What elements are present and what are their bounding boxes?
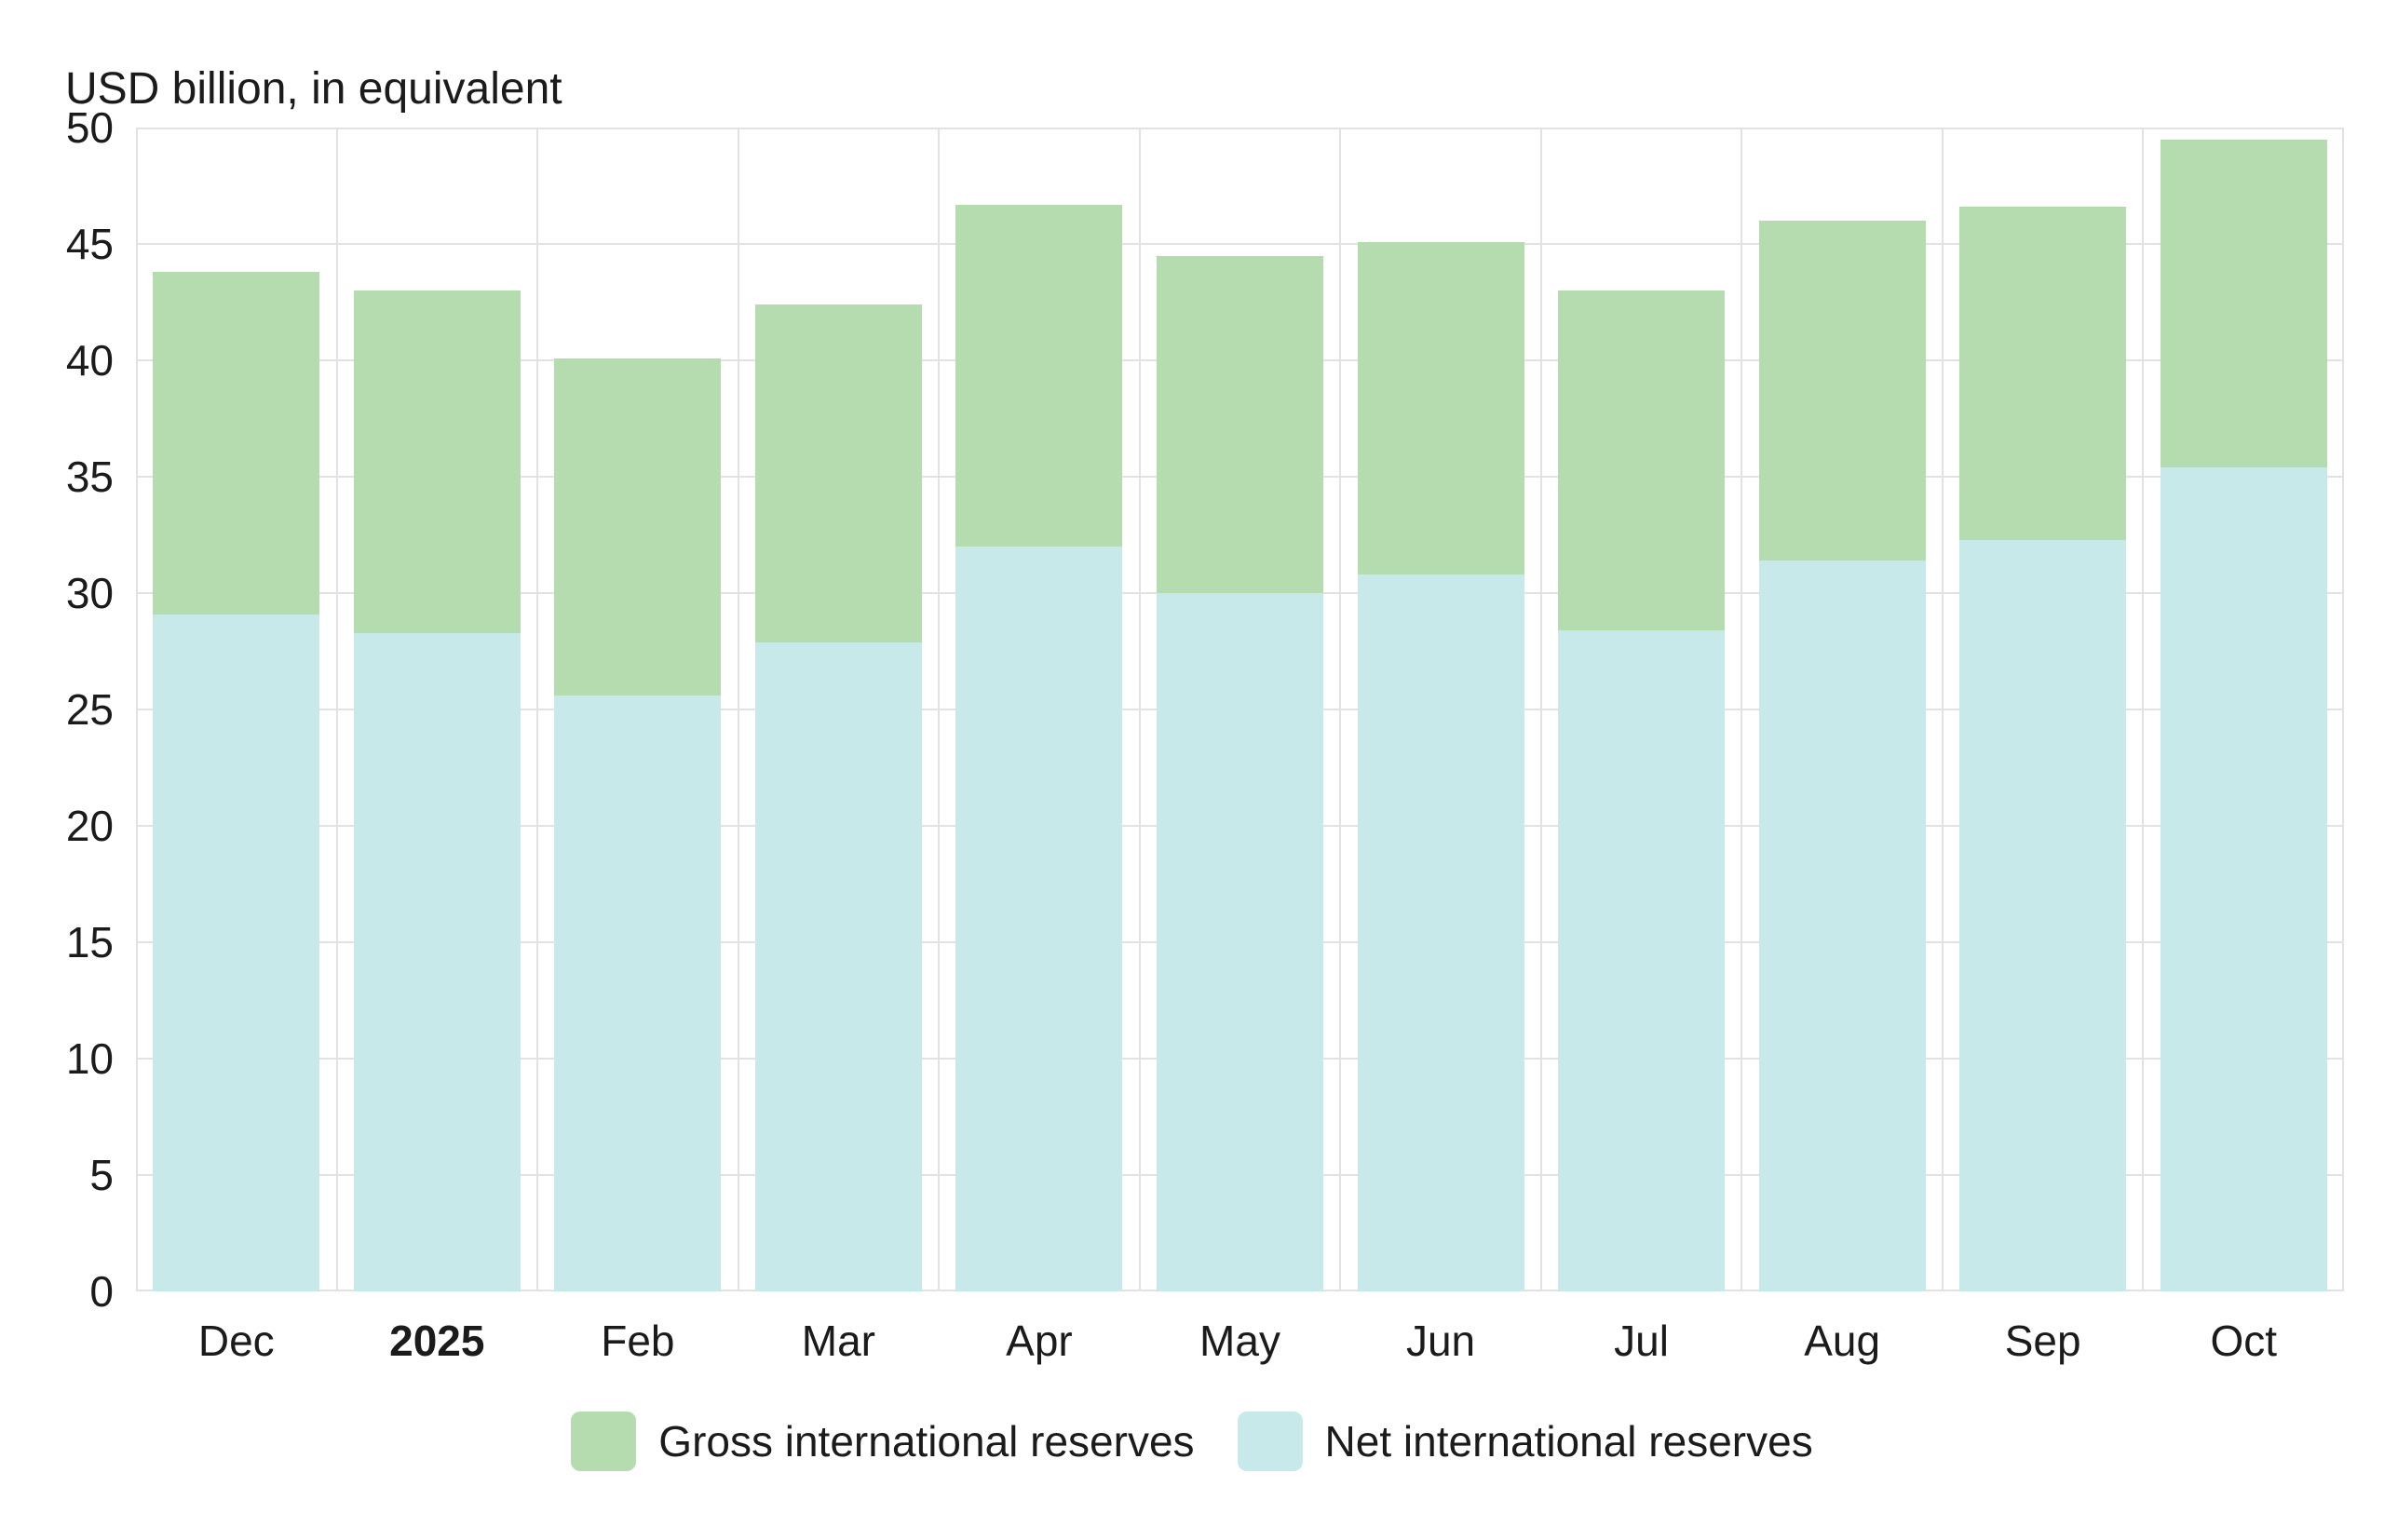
- x-tick-label-mar: Mar: [801, 1317, 876, 1365]
- legend-item-net: Net international reserves: [1237, 1412, 1813, 1471]
- y-gridline: [136, 243, 2344, 245]
- y-tick-label: 15: [65, 918, 114, 966]
- plot-area: [136, 128, 2344, 1291]
- x-tick-label-feb: Feb: [601, 1317, 675, 1365]
- legend: Gross international reserves Net interna…: [0, 1412, 2384, 1471]
- y-tick-label: 30: [65, 569, 114, 617]
- bar-gross-mar[interactable]: [754, 304, 922, 642]
- bar-gross-dec[interactable]: [153, 272, 320, 615]
- x-gridline: [1138, 128, 1141, 1291]
- y-tick-label: 0: [89, 1267, 114, 1316]
- x-gridline: [536, 128, 539, 1291]
- bar-net-sep[interactable]: [1959, 539, 2127, 1291]
- bar-gross-apr[interactable]: [955, 204, 1123, 547]
- bar-net-feb[interactable]: [554, 696, 722, 1291]
- x-gridline: [1741, 128, 1743, 1291]
- bar-gross-sep[interactable]: [1959, 207, 2127, 540]
- x-tick-label-jun: Jun: [1405, 1317, 1476, 1365]
- x-gridline: [1941, 128, 1944, 1291]
- x-gridline: [1339, 128, 1342, 1291]
- x-tick-label-oct: Oct: [2210, 1317, 2277, 1365]
- legend-label-net: Net international reserves: [1324, 1417, 1813, 1466]
- bar-net-oct[interactable]: [2160, 467, 2327, 1291]
- x-tick-label-2025: 2025: [389, 1317, 485, 1365]
- x-tick-label-may: May: [1199, 1317, 1280, 1365]
- bar-net-apr[interactable]: [955, 547, 1123, 1291]
- bar-net-jul[interactable]: [1558, 630, 1726, 1291]
- bar-gross-oct[interactable]: [2160, 139, 2327, 467]
- bar-gross-jun[interactable]: [1357, 241, 1524, 574]
- bar-gross-feb[interactable]: [554, 358, 722, 696]
- x-gridline: [136, 128, 138, 1291]
- legend-label-gross: Gross international reserves: [658, 1417, 1195, 1466]
- bar-gross-aug[interactable]: [1758, 221, 1926, 561]
- y-tick-label: 5: [89, 1151, 114, 1199]
- x-tick-label-sep: Sep: [2004, 1317, 2081, 1365]
- bar-net-mar[interactable]: [754, 642, 922, 1291]
- y-tick-label: 35: [65, 453, 114, 501]
- bar-net-aug[interactable]: [1758, 561, 1926, 1291]
- x-gridline: [737, 128, 739, 1291]
- x-tick-label-jul: Jul: [1614, 1317, 1669, 1365]
- legend-swatch-gross: [571, 1412, 637, 1471]
- bar-net-dec[interactable]: [153, 614, 320, 1291]
- x-tick-label-dec: Dec: [197, 1317, 275, 1365]
- legend-item-gross: Gross international reserves: [571, 1412, 1195, 1471]
- x-gridline: [1539, 128, 1542, 1291]
- x-tick-label-aug: Aug: [1804, 1317, 1881, 1365]
- bar-gross-may[interactable]: [1157, 255, 1323, 593]
- x-gridline: [2342, 128, 2344, 1291]
- y-tick-label: 10: [65, 1034, 114, 1083]
- bar-net-2025[interactable]: [353, 632, 521, 1291]
- y-tick-label: 40: [65, 336, 114, 385]
- y-tick-label: 45: [65, 220, 114, 268]
- x-gridline: [2142, 128, 2145, 1291]
- x-gridline: [335, 128, 338, 1291]
- y-gridline: [136, 128, 2344, 129]
- y-tick-label: 25: [65, 685, 114, 734]
- bar-net-may[interactable]: [1157, 593, 1323, 1291]
- bar-gross-2025[interactable]: [353, 290, 521, 633]
- legend-swatch-net: [1237, 1412, 1303, 1471]
- bar-gross-jul[interactable]: [1558, 290, 1726, 630]
- bar-net-jun[interactable]: [1357, 574, 1524, 1291]
- x-gridline: [938, 128, 941, 1291]
- y-tick-label: 50: [65, 103, 114, 152]
- y-tick-label: 20: [65, 802, 114, 850]
- chart-title: USD billion, in equivalent: [65, 64, 562, 114]
- x-tick-label-apr: Apr: [1006, 1317, 1073, 1365]
